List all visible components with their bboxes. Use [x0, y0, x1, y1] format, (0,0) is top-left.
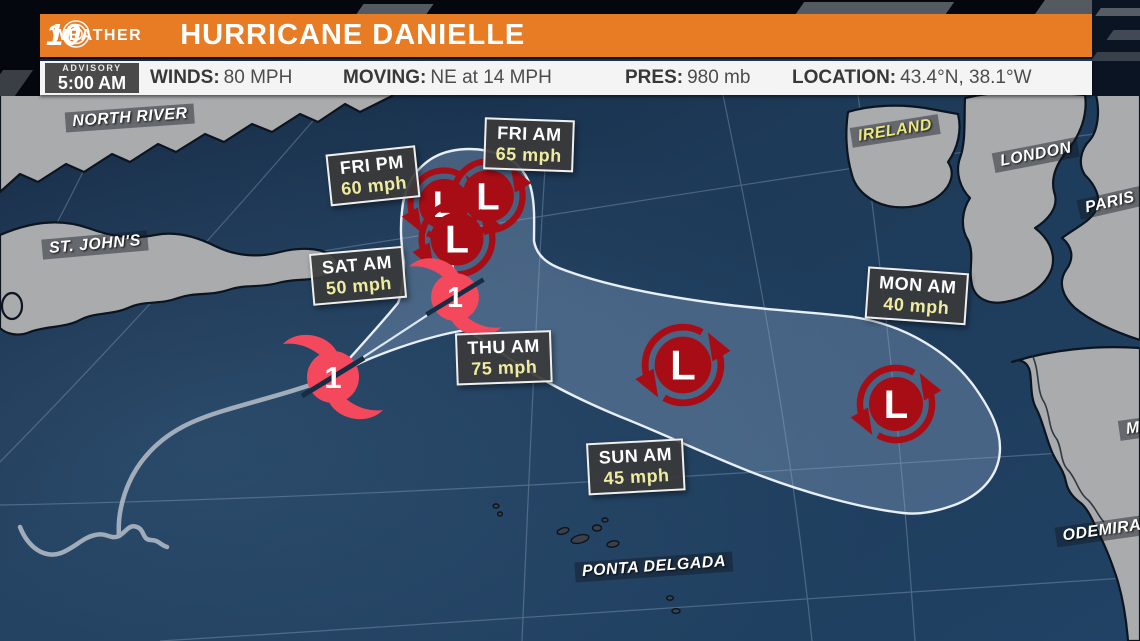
azores-islands	[492, 503, 681, 615]
past-track-line	[17, 374, 336, 557]
low-symbol-letter: L	[670, 342, 696, 389]
landmass-great-britain	[956, 90, 1087, 304]
channel-10-logo-icon: 10	[46, 17, 90, 52]
low-pressure-symbol: L	[850, 364, 942, 444]
advisory-label: ADVISORY	[62, 63, 122, 73]
background-globe-corner-right	[1092, 0, 1140, 96]
forecast-day: THU AM	[467, 335, 541, 359]
stat-label: WINDS:	[150, 67, 220, 88]
landmass-france	[1060, 90, 1140, 342]
background-globe-strip-top	[0, 0, 1140, 14]
forecast-wind: 65 mph	[495, 143, 563, 166]
stat-label: MOVING:	[343, 67, 427, 88]
landmass-ireland	[845, 104, 961, 209]
landmass-newfoundland	[0, 91, 394, 194]
stat-label: LOCATION:	[792, 67, 897, 88]
stat-value: 80 MPH	[223, 67, 293, 88]
forecast-label-mon-am: MON AM 40 mph	[864, 266, 970, 326]
page-title: HURRICANE DANIELLE	[180, 19, 526, 51]
forecast-label-thu-am: THU AM 75 mph	[454, 330, 554, 386]
landmasses	[0, 90, 1140, 641]
small-island	[0, 291, 24, 321]
forecast-day: FRI AM	[496, 122, 562, 145]
forecast-wind: 40 mph	[882, 293, 950, 318]
advisory-stat: LOCATION: 43.4°N, 38.1°W	[792, 61, 1032, 95]
forecast-wind: 75 mph	[470, 356, 538, 379]
hurricane-symbol-number: 1	[324, 360, 341, 395]
low-pressure-symbol: L	[635, 323, 731, 407]
forecast-wind: 45 mph	[603, 464, 670, 489]
channel-number: 10	[46, 17, 80, 52]
title-bar: 10 WEATHER HURRICANE DANIELLE	[40, 14, 1092, 57]
hurricane-category1-symbol: 1	[409, 258, 501, 336]
border-portugal-spain	[1031, 354, 1105, 523]
stat-value: NE at 14 MPH	[430, 67, 552, 88]
advisory-stat: PRES: 980 mb	[625, 61, 750, 95]
low-symbol-letter: L	[884, 383, 908, 427]
background-globe-corner-left	[0, 0, 40, 96]
hurricane-symbol-number: 1	[447, 282, 463, 314]
stat-label: PRES:	[625, 67, 684, 88]
stat-value: 43.4°N, 38.1°W	[900, 67, 1032, 88]
place-label-madrid-partial: M	[1117, 417, 1140, 441]
advisory-time: 5:00 AM	[57, 73, 127, 93]
hurricane-category1-symbol: 1	[283, 334, 383, 420]
low-symbol-letter: L	[445, 219, 469, 262]
low-symbol-letter: L	[476, 175, 499, 218]
forecast-label-fri-pm: FRI PM 60 mph	[325, 145, 421, 207]
forecast-label-sun-am: SUN AM 45 mph	[586, 438, 686, 496]
station-logo: 10 WEATHER	[46, 17, 142, 52]
landmass-iberia	[1010, 346, 1140, 641]
advisory-stat: WINDS: 80 MPH	[150, 61, 292, 95]
advisory-bar: ADVISORY 5:00 AM WINDS: 80 MPH MOVING: NE a…	[40, 61, 1092, 95]
advisory-time-box: ADVISORY 5:00 AM	[45, 63, 139, 93]
advisory-stat: MOVING: NE at 14 MPH	[343, 61, 552, 95]
forecast-label-sat-am: SAT AM 50 mph	[308, 245, 408, 307]
stat-value: 980 mb	[687, 67, 751, 88]
forecast-label-fri-am: FRI AM 65 mph	[483, 117, 575, 173]
